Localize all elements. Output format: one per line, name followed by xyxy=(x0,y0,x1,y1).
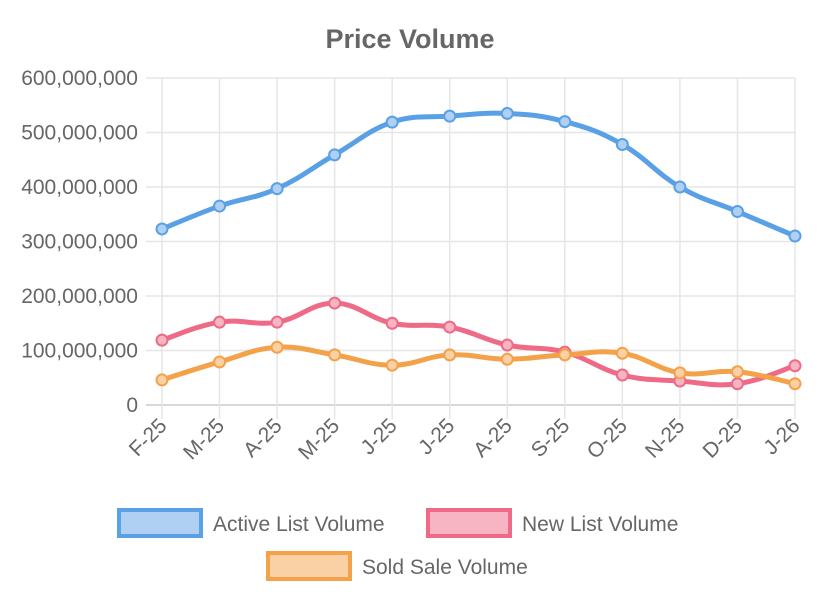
x-tick-label: J-25 xyxy=(357,414,402,459)
legend-label: Sold Sale Volume xyxy=(362,556,528,579)
series-line xyxy=(159,344,798,387)
legend-item[interactable]: Active List Volume xyxy=(117,508,385,538)
data-point[interactable] xyxy=(673,366,687,380)
data-point[interactable] xyxy=(270,182,284,196)
x-tick-label: D-25 xyxy=(699,414,747,462)
data-point[interactable] xyxy=(270,315,284,329)
data-point[interactable] xyxy=(788,359,802,373)
x-tick-label: M-25 xyxy=(179,414,229,464)
data-point[interactable] xyxy=(443,320,457,334)
y-tick-label: 200,000,000 xyxy=(21,285,138,308)
legend-swatch xyxy=(117,508,203,538)
legend-swatch xyxy=(426,508,512,538)
legend-label: Active List Volume xyxy=(213,513,385,536)
data-point[interactable] xyxy=(615,346,629,360)
y-axis-ticks: 0 100,000,000 200,000,000 300,000,000 400,00… xyxy=(21,67,138,417)
data-point[interactable] xyxy=(673,180,687,194)
data-point[interactable] xyxy=(328,348,342,362)
x-tick-label: N-25 xyxy=(641,414,689,462)
x-axis-ticks: F-25 M-25 A-25 M-25 J-25 J-25 A-25 S-25 O-25 N-25… xyxy=(125,414,805,464)
data-point[interactable] xyxy=(558,348,572,362)
x-tick-label: A-25 xyxy=(469,414,517,462)
series-active-list-volume xyxy=(155,106,802,243)
x-tick-label: F-25 xyxy=(125,414,172,461)
y-tick-label: 600,000,000 xyxy=(21,67,138,90)
data-point[interactable] xyxy=(788,377,802,391)
y-tick-label: 100,000,000 xyxy=(21,340,138,363)
data-point[interactable] xyxy=(213,199,227,213)
data-point[interactable] xyxy=(730,365,744,379)
data-point[interactable] xyxy=(155,373,169,387)
data-point[interactable] xyxy=(328,296,342,310)
data-point[interactable] xyxy=(500,352,514,366)
chart-title: Price Volume xyxy=(325,24,494,54)
data-point[interactable] xyxy=(385,115,399,129)
grid xyxy=(146,77,796,419)
legend: Active List Volume New List Volume Sold Sa… xyxy=(117,508,678,581)
data-point[interactable] xyxy=(500,106,514,120)
series-new-list-volume xyxy=(155,296,802,391)
data-point[interactable] xyxy=(615,368,629,382)
data-point[interactable] xyxy=(270,340,284,354)
data-point[interactable] xyxy=(385,358,399,372)
data-point[interactable] xyxy=(558,115,572,129)
data-point[interactable] xyxy=(443,348,457,362)
data-point[interactable] xyxy=(500,338,514,352)
data-point[interactable] xyxy=(443,109,457,123)
y-tick-label: 500,000,000 xyxy=(21,122,138,145)
x-tick-label: J-25 xyxy=(414,414,459,459)
data-point[interactable] xyxy=(385,316,399,330)
series-lines xyxy=(155,106,802,391)
legend-label: New List Volume xyxy=(522,513,678,536)
legend-swatch xyxy=(266,551,352,581)
y-tick-label: 400,000,000 xyxy=(21,176,138,199)
data-point[interactable] xyxy=(155,222,169,236)
x-tick-label: M-25 xyxy=(294,414,344,464)
x-tick-label: J-26 xyxy=(759,414,804,459)
data-point[interactable] xyxy=(328,148,342,162)
data-point[interactable] xyxy=(730,377,744,391)
x-tick-label: A-25 xyxy=(239,414,287,462)
data-point[interactable] xyxy=(213,315,227,329)
legend-item[interactable]: Sold Sale Volume xyxy=(266,551,528,581)
data-point[interactable] xyxy=(615,137,629,151)
x-tick-label: O-25 xyxy=(583,414,632,463)
data-point[interactable] xyxy=(788,229,802,243)
y-tick-label: 0 xyxy=(126,394,138,417)
x-tick-label: S-25 xyxy=(527,414,575,462)
legend-item[interactable]: New List Volume xyxy=(426,508,678,538)
data-point[interactable] xyxy=(213,355,227,369)
data-point[interactable] xyxy=(730,205,744,219)
series-line xyxy=(159,110,798,239)
series-sold-sale-volume xyxy=(155,340,802,391)
data-point[interactable] xyxy=(155,333,169,347)
y-tick-label: 300,000,000 xyxy=(21,231,138,254)
